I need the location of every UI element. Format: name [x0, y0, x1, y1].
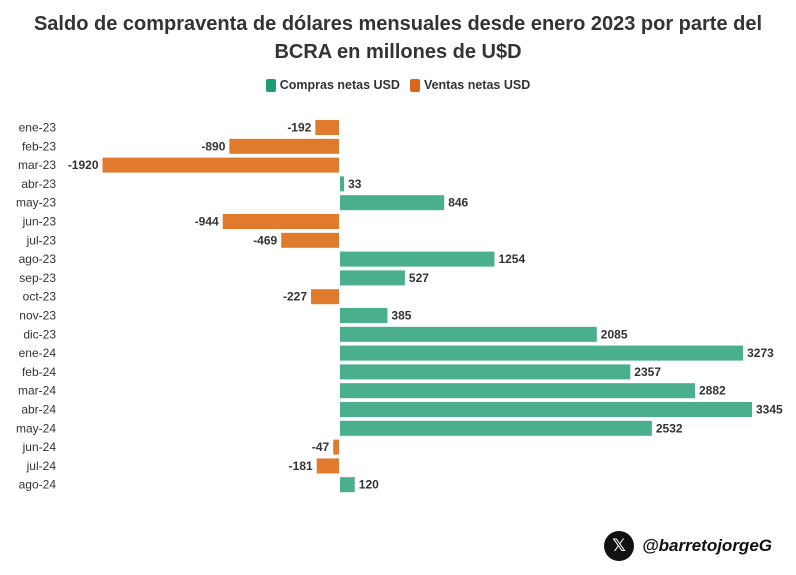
bar-ago-23: [340, 251, 495, 267]
category-label-feb-24: feb-24: [22, 365, 56, 379]
value-label-jun-23: -944: [195, 215, 219, 229]
legend-label-compras: Compras netas USD: [279, 78, 400, 92]
bar-nov-23: [340, 308, 388, 323]
value-label-feb-24: 2357: [634, 365, 661, 379]
bar-feb-23: [229, 138, 339, 154]
category-label-jun-24: jun-24: [22, 440, 57, 454]
bar-may-24: [340, 420, 652, 436]
legend-label-ventas: Ventas netas USD: [423, 78, 531, 92]
bar-dic-23: [340, 326, 597, 342]
category-label-jun-23: jun-23: [22, 215, 57, 229]
bar-ene-24: [340, 345, 744, 361]
bar-ago-24: [340, 477, 355, 493]
value-label-mar-23: -1920: [68, 158, 99, 172]
category-label-nov-23: nov-23: [19, 309, 56, 323]
x-logo-icon: 𝕏: [604, 531, 635, 561]
legend-swatch-compras: [265, 78, 276, 92]
bar-feb-24: [340, 364, 631, 380]
chart-title: Saldo de compraventa de dólares mensuale…: [0, 10, 796, 66]
bar-jun-23: [222, 214, 339, 229]
author-credit: 𝕏 @barretojorgeG: [604, 531, 772, 561]
bar-oct-23: [311, 289, 339, 305]
value-label-sep-23: 527: [409, 271, 429, 285]
category-label-ene-23: ene-23: [19, 121, 57, 135]
value-label-may-24: 2532: [656, 421, 683, 435]
bar-jun-24: [333, 439, 339, 455]
category-label-oct-23: oct-23: [23, 290, 57, 304]
category-label-dic-23: dic-23: [23, 327, 56, 341]
value-label-ene-24: 3273: [747, 346, 774, 360]
category-label-may-24: may-24: [16, 421, 56, 435]
category-label-ene-24: ene-24: [19, 346, 57, 360]
category-label-mar-23: mar-23: [18, 158, 56, 172]
bar-jul-24: [316, 458, 339, 474]
value-label-abr-24: 3345: [756, 403, 783, 417]
value-label-mar-24: 2882: [699, 384, 726, 398]
legend-swatch-ventas: [409, 78, 420, 92]
chart-legend: Compras netas USD Ventas netas USD: [0, 78, 796, 92]
legend-item-compras: Compras netas USD: [265, 78, 400, 92]
category-label-abr-23: abr-23: [21, 177, 56, 191]
category-label-sep-23: sep-23: [19, 271, 56, 285]
bar-mar-23: [102, 157, 340, 173]
category-label-ago-23: ago-23: [19, 252, 57, 266]
value-label-nov-23: 385: [391, 309, 411, 323]
category-label-abr-24: abr-24: [21, 403, 56, 417]
bar-may-23: [340, 195, 445, 211]
value-label-ago-24: 120: [359, 478, 379, 492]
legend-item-ventas: Ventas netas USD: [409, 78, 531, 92]
author-handle: @barretojorgeG: [642, 536, 772, 555]
value-label-ago-23: 1254: [498, 252, 525, 266]
value-label-jul-23: -469: [253, 233, 277, 247]
value-label-oct-23: -227: [283, 290, 307, 304]
value-label-feb-23: -890: [201, 139, 225, 153]
bar-sep-23: [340, 270, 405, 286]
value-label-dic-23: 2085: [601, 327, 628, 341]
category-label-mar-24: mar-24: [18, 384, 56, 398]
value-label-may-23: 846: [448, 196, 468, 210]
category-label-ago-24: ago-24: [19, 478, 57, 492]
category-label-feb-23: feb-23: [22, 139, 56, 153]
bar-abr-24: [340, 402, 752, 417]
chart-title-line-1: Saldo de compraventa de dólares mensuale…: [33, 13, 763, 35]
value-label-jul-24: -181: [289, 459, 313, 473]
chart-title-line-2: BCRA en millones de U$D: [274, 41, 522, 63]
category-label-may-23: may-23: [16, 196, 56, 210]
value-label-jun-24: -47: [312, 440, 330, 454]
category-label-jul-24: jul-24: [26, 459, 57, 473]
value-label-ene-23: -192: [287, 121, 311, 135]
bar-ene-23: [315, 120, 339, 135]
value-label-abr-23: 33: [348, 177, 362, 191]
bar-mar-24: [340, 383, 695, 399]
bar-abr-23: [340, 176, 345, 192]
category-label-jul-23: jul-23: [26, 233, 57, 247]
bar-jul-23: [281, 232, 339, 248]
